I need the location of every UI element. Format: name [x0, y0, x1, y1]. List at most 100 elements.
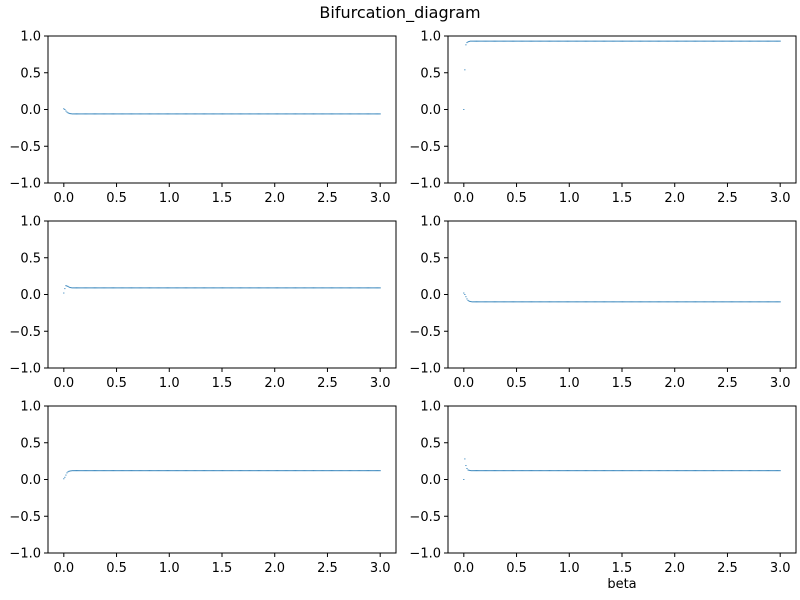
- data-point: [254, 470, 256, 472]
- data-point: [539, 40, 541, 42]
- data-point: [697, 301, 699, 303]
- data-point: [320, 470, 322, 472]
- data-point: [671, 470, 673, 472]
- data-point: [758, 470, 760, 472]
- data-point: [332, 113, 334, 115]
- y-tick-label: −0.5: [409, 325, 441, 340]
- data-point: [166, 113, 168, 115]
- data-point: [188, 470, 190, 472]
- data-point: [492, 301, 494, 303]
- data-point: [523, 470, 525, 472]
- data-point: [152, 287, 154, 289]
- data-point: [537, 301, 539, 303]
- data-point: [689, 301, 691, 303]
- data-point: [179, 287, 181, 289]
- data-point: [346, 113, 348, 115]
- data-point: [330, 287, 332, 289]
- data-point: [490, 40, 492, 42]
- data-point: [110, 287, 112, 289]
- data-point: [549, 470, 550, 472]
- data-point: [144, 113, 146, 115]
- data-point: [560, 40, 562, 42]
- data-point: [332, 287, 334, 289]
- data-point: [546, 40, 548, 42]
- data-point: [535, 470, 537, 472]
- data-point: [488, 470, 490, 472]
- data-point: [81, 113, 83, 115]
- data-point: [271, 470, 273, 472]
- data-point: [106, 470, 108, 472]
- data-point: [369, 470, 371, 472]
- data-point: [678, 40, 680, 42]
- data-point: [598, 301, 600, 303]
- data-point: [744, 40, 746, 42]
- x-tick-label: 0.0: [53, 376, 74, 391]
- data-point: [558, 40, 560, 42]
- y-tick-label: 1.0: [420, 215, 441, 230]
- data-point: [232, 287, 234, 289]
- data-point: [524, 40, 526, 42]
- data-point: [238, 470, 240, 472]
- data-point: [175, 470, 177, 472]
- data-point: [286, 470, 288, 472]
- data-point: [305, 113, 307, 115]
- data-point: [738, 470, 740, 472]
- data-point: [352, 287, 354, 289]
- data-point: [522, 40, 524, 42]
- data-point: [633, 470, 635, 472]
- data-point: [655, 40, 657, 42]
- data-point: [776, 470, 778, 472]
- data-point: [357, 113, 359, 115]
- data-point: [220, 113, 222, 115]
- data-point: [319, 470, 321, 472]
- data-point: [192, 113, 194, 115]
- data-point: [594, 301, 596, 303]
- data-point: [511, 470, 513, 472]
- data-point: [610, 470, 612, 472]
- data-point: [726, 40, 728, 42]
- data-point: [324, 287, 326, 289]
- data-point: [758, 40, 760, 42]
- data-point: [777, 301, 779, 303]
- data-point: [744, 301, 746, 303]
- data-point: [267, 287, 269, 289]
- data-point: [222, 470, 223, 472]
- data-point: [631, 40, 633, 42]
- data-point: [141, 470, 143, 472]
- data-point: [217, 470, 219, 472]
- data-point: [162, 470, 164, 472]
- data-point: [199, 470, 201, 472]
- data-point: [768, 301, 770, 303]
- data-point: [753, 301, 755, 303]
- data-point: [206, 113, 208, 115]
- data-point: [773, 40, 775, 42]
- data-point: [123, 287, 125, 289]
- data-point: [704, 301, 706, 303]
- data-point: [347, 470, 349, 472]
- data-point: [67, 285, 69, 287]
- data-point: [733, 301, 735, 303]
- data-point: [270, 113, 272, 115]
- data-point: [285, 113, 287, 115]
- data-point: [716, 301, 718, 303]
- data-point: [151, 470, 153, 472]
- data-point: [466, 467, 468, 469]
- data-point: [208, 287, 210, 289]
- data-point: [361, 113, 363, 115]
- data-point: [310, 470, 312, 472]
- data-point: [630, 40, 632, 42]
- data-point: [180, 287, 182, 289]
- data-point: [229, 470, 231, 472]
- data-point: [339, 287, 341, 289]
- data-point: [656, 40, 658, 42]
- data-point: [508, 40, 510, 42]
- data-point: [715, 40, 717, 42]
- data-point: [654, 40, 656, 42]
- data-point: [477, 40, 479, 42]
- data-point: [93, 287, 95, 289]
- data-point: [329, 470, 331, 472]
- data-point: [743, 40, 745, 42]
- data-point: [571, 40, 573, 42]
- data-point: [157, 470, 159, 472]
- data-point: [668, 470, 670, 472]
